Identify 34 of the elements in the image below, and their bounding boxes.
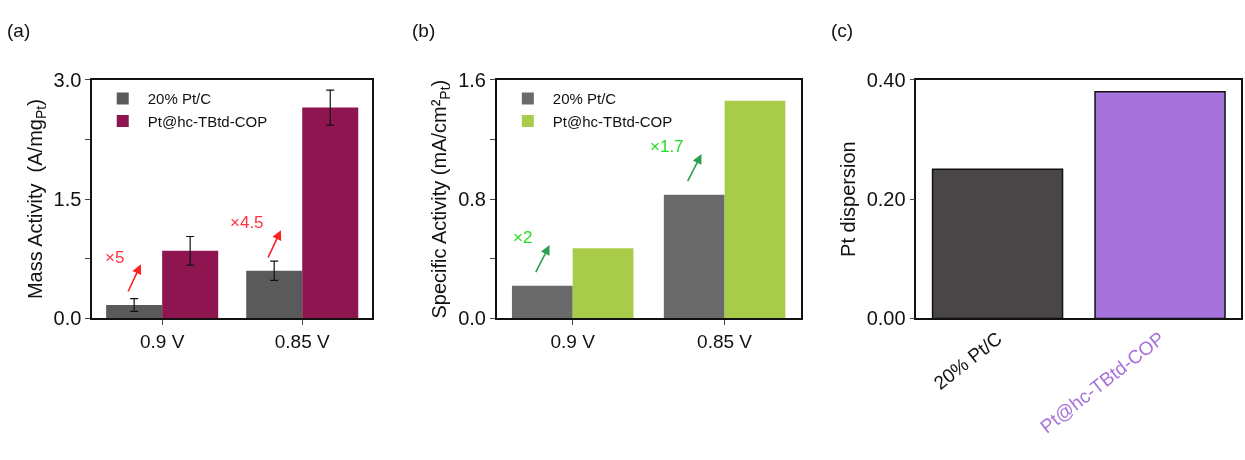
x-tick-label: 0.85 V (274, 331, 331, 353)
y-tick-label: 0.0 (458, 307, 487, 330)
y-tick-label: 0.0 (53, 307, 82, 330)
bar (246, 270, 303, 319)
y-tick-label: 3.0 (53, 68, 82, 91)
legend-label: 20% Pt/C (552, 90, 617, 108)
bar (162, 250, 219, 319)
y-tick-label: 0.20 (866, 188, 906, 211)
bar (724, 100, 786, 319)
chart-title: (c) (831, 20, 854, 41)
bar (572, 248, 634, 319)
bar (106, 304, 163, 319)
bar (663, 194, 725, 319)
y-tick-label: 0.00 (866, 307, 906, 330)
y-axis-title: Pt dispersion (836, 141, 859, 257)
x-tick-label: 0.9 V (550, 331, 596, 353)
annotation: ×5 (105, 248, 125, 267)
bar (511, 285, 573, 319)
x-tick-label: 20% Pt/C (929, 327, 1006, 394)
bar (302, 107, 359, 319)
annotation: ×2 (513, 228, 533, 247)
chart-title: (b) (412, 20, 436, 41)
chart-title: (a) (7, 20, 31, 41)
x-tick-label: 0.9 V (139, 331, 185, 353)
y-tick-label: 1.5 (53, 188, 82, 211)
y-tick-label: 0.8 (458, 188, 487, 211)
x-tick-label: 0.85 V (697, 331, 753, 353)
y-tick-label: 1.6 (458, 68, 487, 91)
annotation: ×1.7 (650, 137, 684, 156)
legend-label: Pt@hc-TBtd-COP (147, 112, 268, 130)
y-tick-label: 0.40 (866, 68, 906, 91)
legend-label: 20% Pt/C (147, 90, 212, 108)
annotation: ×4.5 (230, 213, 264, 232)
legend-label: Pt@hc-TBtd-COP (552, 112, 673, 130)
